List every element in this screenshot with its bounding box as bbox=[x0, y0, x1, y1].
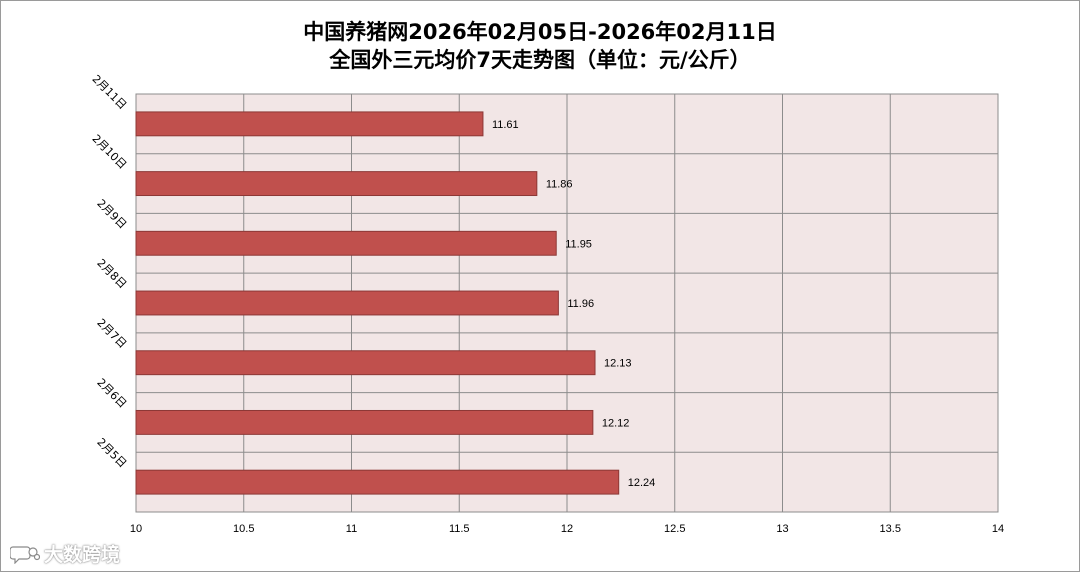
y-tick-label-4: 2月7日 bbox=[94, 316, 129, 351]
x-tick-label-3: 11.5 bbox=[449, 523, 470, 535]
watermark: 大数跨境 bbox=[10, 540, 120, 567]
y-tick-label-5: 2月6日 bbox=[94, 376, 129, 411]
data-label-5: 12.12 bbox=[602, 417, 630, 429]
x-tick-label-6: 13 bbox=[776, 523, 788, 535]
data-label-0: 11.61 bbox=[492, 119, 519, 131]
bar-1 bbox=[135, 171, 538, 197]
bar-2 bbox=[135, 230, 557, 256]
y-tick-label-6: 2月5日 bbox=[94, 436, 129, 471]
data-labels: 11.61 11.86 11.95 11.96 12.13 12.12 12.24 bbox=[492, 119, 655, 489]
x-tick-label-7: 13.5 bbox=[880, 523, 901, 535]
data-label-3: 11.96 bbox=[567, 298, 594, 310]
x-tick-label-5: 12.5 bbox=[664, 523, 685, 535]
y-axis-ticks: 2月11日 2月10日 2月9日 2月8日 2月7日 2月6日 2月5日 bbox=[89, 72, 129, 470]
chart-title: 中国养猪网2026年02月05日-2026年02月11日 全国外三元均价7天走势… bbox=[0, 18, 1080, 74]
x-tick-label-4: 12 bbox=[561, 523, 573, 535]
gridlines bbox=[135, 94, 999, 512]
x-tick-label-8: 14 bbox=[992, 523, 1004, 535]
x-tick-label-2: 11 bbox=[346, 523, 357, 535]
data-label-2: 11.95 bbox=[565, 238, 592, 250]
bar-3 bbox=[135, 290, 559, 316]
bar-5 bbox=[135, 409, 594, 435]
data-label-6: 12.24 bbox=[628, 477, 656, 489]
x-axis-ticks: 10 10.5 11 11.5 12 12.5 13 13.5 14 bbox=[130, 523, 1004, 535]
bar-6 bbox=[135, 469, 620, 495]
chart-title-line2: 全国外三元均价7天走势图（单位：元/公斤） bbox=[329, 48, 751, 72]
bar-0 bbox=[135, 111, 484, 137]
bars bbox=[135, 111, 620, 495]
y-tick-label-2: 2月9日 bbox=[94, 197, 129, 232]
x-tick-label-0: 10 bbox=[130, 523, 142, 535]
bar-4 bbox=[135, 350, 596, 376]
data-label-1: 11.86 bbox=[546, 179, 573, 191]
data-label-4: 12.13 bbox=[604, 358, 632, 370]
watermark-text: 大数跨境 bbox=[44, 544, 121, 566]
y-tick-label-3: 2月8日 bbox=[94, 256, 129, 291]
speech-bubble-logo-icon bbox=[10, 545, 40, 564]
y-tick-label-0: 2月11日 bbox=[89, 72, 129, 112]
y-tick-label-1: 2月10日 bbox=[89, 132, 129, 172]
chart-title-line1: 中国养猪网2026年02月05日-2026年02月11日 bbox=[303, 20, 777, 44]
x-tick-label-1: 10.5 bbox=[233, 523, 254, 535]
